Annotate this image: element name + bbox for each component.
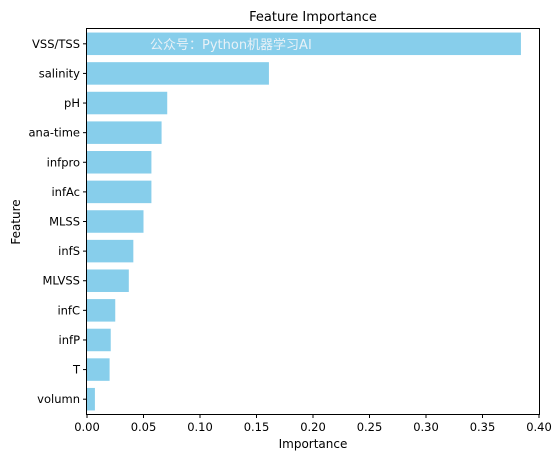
x-tick-label: 0.00	[74, 420, 100, 434]
y-axis: VSS/TSS salinity pH ana-time infpro infAc MLSS…	[28, 37, 87, 406]
bar-6	[87, 210, 144, 233]
bar-10	[87, 328, 111, 352]
plot-frame	[86, 28, 540, 415]
x-axis: 0.00 0.05 0.10 0.15 0.20 0.25 0.30 0.35 0.40	[74, 414, 552, 434]
bar-4	[87, 151, 152, 174]
x-tick-label: 0.05	[131, 420, 157, 434]
x-tick-label: 0.35	[470, 420, 496, 434]
bar-0	[87, 32, 521, 56]
bar-8	[87, 269, 129, 292]
x-tick-label: 0.30	[413, 420, 439, 434]
y-tick-label: infpro	[47, 155, 80, 169]
watermark-text: 公众号：Python机器学习AI	[150, 37, 312, 53]
bars-layer	[87, 32, 521, 411]
y-tick-label: infP	[59, 333, 81, 347]
y-tick-label: infS	[58, 244, 80, 258]
y-tick-label: VSS/TSS	[32, 37, 80, 51]
y-tick-label: MLSS	[49, 215, 80, 229]
x-tick-label: 0.15	[244, 420, 270, 434]
bar-12	[87, 387, 95, 411]
bar-5	[87, 180, 152, 204]
y-tick-label: MLVSS	[42, 274, 80, 288]
y-tick-label: pH	[64, 96, 80, 110]
bar-2	[87, 91, 168, 115]
y-tick-label: infC	[57, 303, 80, 317]
bar-7	[87, 239, 134, 263]
y-tick-label: ana-time	[28, 126, 80, 140]
y-tick-label: T	[72, 363, 81, 377]
bar-11	[87, 358, 110, 381]
y-tick-label: salinity	[39, 66, 80, 80]
x-axis-label: Importance	[279, 437, 348, 451]
bar-9	[87, 299, 116, 322]
chart-title: Feature Importance	[249, 10, 377, 25]
y-axis-label: Feature	[9, 199, 23, 244]
y-tick-label: volumn	[37, 392, 80, 406]
x-tick-label: 0.25	[357, 420, 383, 434]
x-tick-label: 0.10	[187, 420, 213, 434]
x-tick-label: 0.40	[526, 420, 552, 434]
bar-1	[87, 62, 269, 85]
y-tick-label: infAc	[51, 185, 80, 199]
x-tick-label: 0.20	[300, 420, 326, 434]
bar-3	[87, 121, 162, 144]
